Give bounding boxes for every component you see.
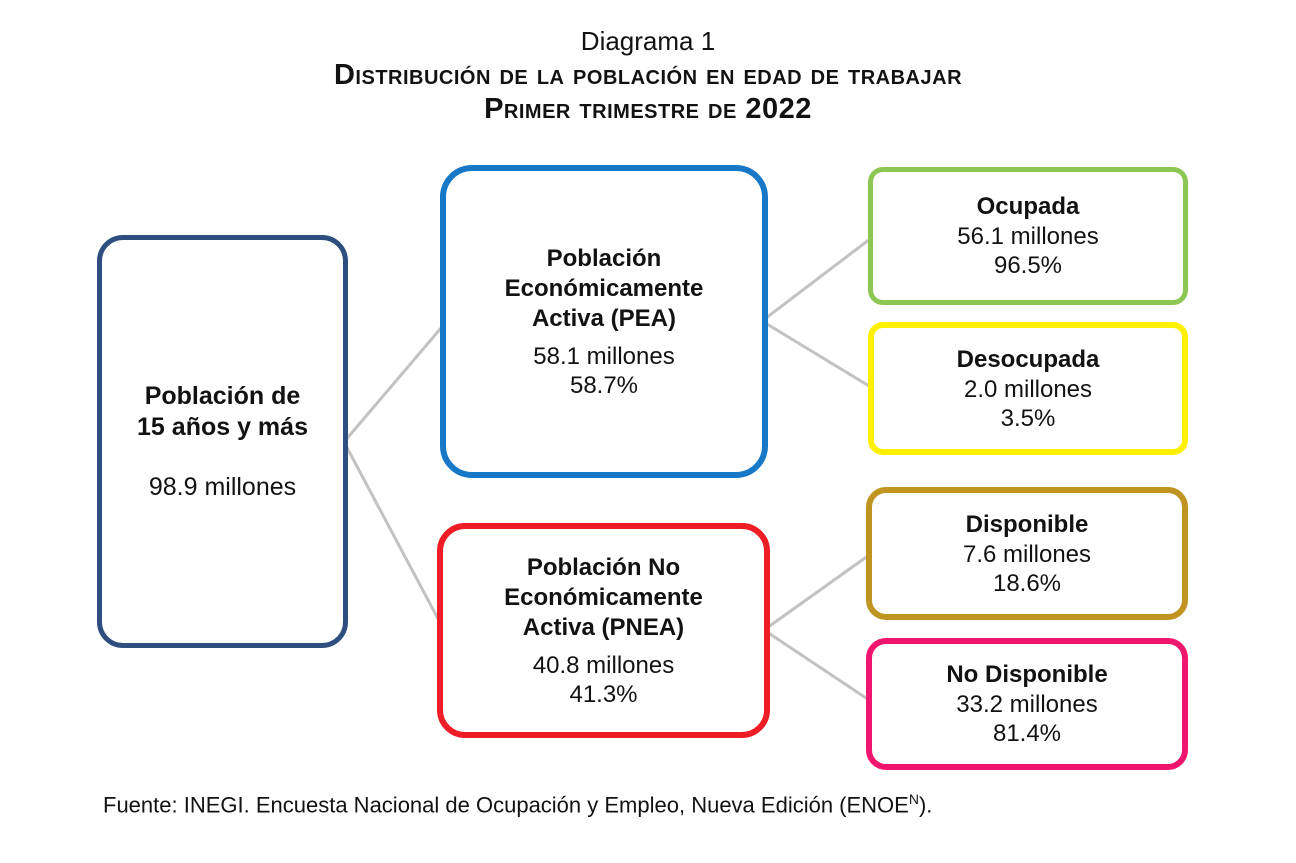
node-ocupada: Ocupada 56.1 millones 96.5% <box>868 167 1188 305</box>
node-pnea: Población No Económicamente Activa (PNEA… <box>437 523 770 738</box>
node-percent: 81.4% <box>992 720 1062 747</box>
node-heading: Ocupada <box>976 193 1080 220</box>
node-value: 33.2 millones <box>956 691 1098 718</box>
diagram-subtitle: Primer trimestre de 2022 <box>484 93 812 125</box>
node-heading: Población Económicamente Activa (PEA) <box>504 244 704 332</box>
node-percent: 41.3% <box>569 680 638 708</box>
connector-pea-ocupada <box>761 234 875 323</box>
node-value: 98.9 millones <box>148 473 297 501</box>
node-percent: 18.6% <box>992 569 1062 597</box>
source-note-suffix: ). <box>918 792 933 818</box>
node-value: 58.1 millones <box>533 342 675 370</box>
node-no-disponible: No Disponible 33.2 millones 81.4% <box>866 638 1188 770</box>
node-percent: 96.5% <box>993 252 1063 279</box>
diagram-title: Distribución de la población en edad de … <box>333 59 963 91</box>
connector-root-pea <box>342 320 449 443</box>
node-value: 7.6 millones <box>962 540 1092 568</box>
node-poblacion-15-y-mas: Población de 15 años y más 98.9 millones <box>97 235 348 648</box>
node-pea: Población Económicamente Activa (PEA) 58… <box>440 165 768 478</box>
node-heading: Población No Económicamente Activa (PNEA… <box>504 553 703 641</box>
node-heading: No Disponible <box>946 661 1108 688</box>
connector-root-pnea <box>342 441 446 631</box>
node-disponible: Disponible 7.6 millones 18.6% <box>866 487 1188 620</box>
diagram-title-block: Diagrama 1 Distribución de la población … <box>0 24 1296 126</box>
node-percent: 3.5% <box>1000 404 1056 432</box>
source-note-text: Fuente: INEGI. Encuesta Nacional de Ocup… <box>103 792 909 818</box>
node-heading: Población de 15 años y más <box>137 382 308 441</box>
node-value: 2.0 millones <box>963 375 1093 403</box>
source-note: Fuente: INEGI. Encuesta Nacional de Ocup… <box>103 786 932 818</box>
node-heading: Disponible <box>965 510 1089 538</box>
connector-pnea-disponible <box>763 551 873 632</box>
connector-pnea-no-disponible <box>763 628 873 704</box>
node-percent: 58.7% <box>569 371 639 399</box>
node-value: 56.1 millones <box>957 223 1099 250</box>
diagram-number: Diagrama 1 <box>580 26 716 56</box>
node-value: 40.8 millones <box>532 651 675 679</box>
node-desocupada: Desocupada 2.0 millones 3.5% <box>868 322 1188 455</box>
node-heading: Desocupada <box>956 345 1100 373</box>
source-note-superscript: N <box>908 791 919 807</box>
connector-pea-desocupada <box>761 319 875 391</box>
